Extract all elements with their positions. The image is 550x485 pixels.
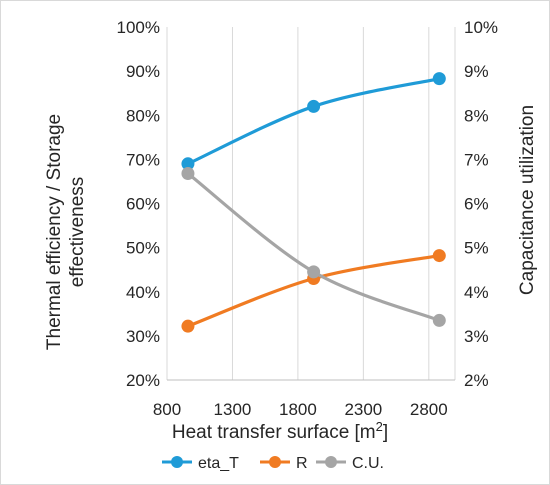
legend-label-r: R	[296, 455, 308, 472]
x-tick-label: 1300	[214, 400, 252, 419]
y-right-tick-label: 3%	[464, 327, 489, 346]
x-axis-title-superscript: 2	[376, 419, 383, 434]
y-left-tick-label: 100%	[117, 18, 160, 37]
y-left-axis-title-line1: Thermal efficiency / Storage	[44, 114, 65, 350]
x-tick-label: 800	[153, 400, 181, 419]
x-tick-label: 1800	[279, 400, 317, 419]
series-layer	[181, 72, 446, 333]
legend-item-r: R	[260, 455, 308, 472]
y-left-tick-label: 50%	[126, 239, 160, 258]
legend-item-cu: C.U.	[316, 455, 384, 472]
data-point-r	[432, 249, 446, 263]
data-point-r	[181, 319, 195, 333]
x-axis-title-close: ]	[383, 422, 388, 443]
y-left-tick-label: 60%	[126, 195, 160, 214]
tick-labels: 800 1300 1800 2300 2800 20% 30% 40% 50% 60% 70% 80%…	[117, 18, 499, 419]
data-point-eta-t	[181, 157, 195, 171]
y-left-tick-label: 90%	[126, 62, 160, 81]
legend-label-cu: C.U.	[352, 455, 384, 472]
data-point-eta-t	[432, 72, 446, 86]
x-axis-title: Heat transfer surface [m2]	[172, 419, 388, 443]
legend-marker-r	[269, 456, 281, 468]
y-left-tick-label: 70%	[126, 150, 160, 169]
legend: eta_T R C.U.	[162, 455, 384, 472]
x-tick-label: 2800	[410, 400, 448, 419]
y-right-tick-label: 5%	[464, 239, 489, 258]
x-tick-label: 2300	[344, 400, 382, 419]
data-point-c-u	[432, 313, 446, 327]
legend-marker-eta-t	[171, 456, 183, 468]
y-right-tick-label: 10%	[464, 18, 498, 37]
y-right-tick-label: 8%	[464, 106, 489, 125]
y-right-tick-label: 4%	[464, 283, 489, 302]
data-point-eta-t	[307, 99, 321, 113]
y-left-axis-title-line2: effectiveness	[67, 177, 88, 288]
y-right-tick-label: 7%	[464, 150, 489, 169]
legend-marker-cu	[325, 456, 337, 468]
y-right-axis-title: Capacitance utilization	[517, 105, 538, 295]
legend-item-eta-t: eta_T	[162, 455, 239, 472]
legend-label-eta-t: eta_T	[198, 455, 239, 472]
y-right-tick-label: 9%	[464, 62, 489, 81]
y-left-tick-label: 30%	[126, 327, 160, 346]
gridlines	[166, 27, 456, 380]
data-point-c-u	[181, 166, 195, 180]
y-right-tick-label: 2%	[464, 371, 489, 390]
y-left-tick-label: 20%	[126, 371, 160, 390]
y-right-tick-label: 6%	[464, 195, 489, 214]
data-point-c-u	[307, 265, 321, 279]
y-left-tick-label: 40%	[126, 283, 160, 302]
y-left-tick-label: 80%	[126, 106, 160, 125]
